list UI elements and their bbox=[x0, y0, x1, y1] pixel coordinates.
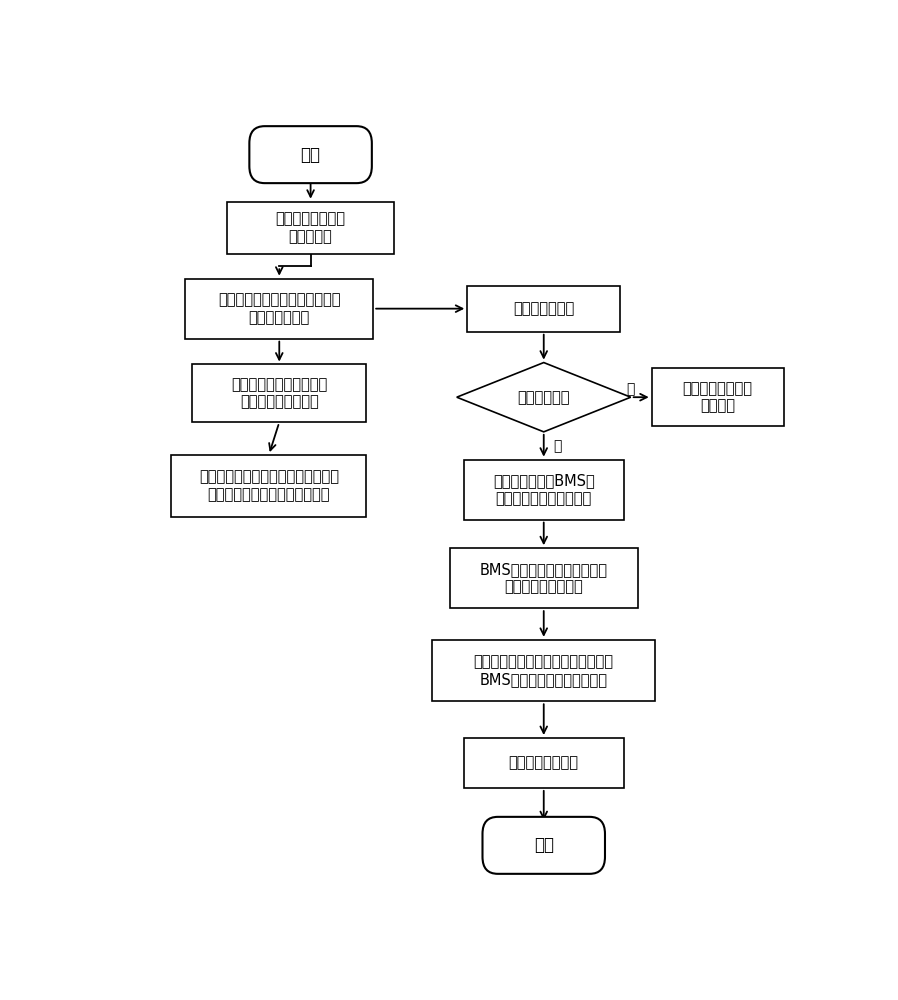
Text: 整车控制器确认充电枪可靠连接，与
BMS一起控制充电接触器闭合: 整车控制器确认充电枪可靠连接，与 BMS一起控制充电接触器闭合 bbox=[474, 654, 613, 687]
Text: 结束: 结束 bbox=[533, 836, 554, 854]
FancyBboxPatch shape bbox=[250, 126, 372, 183]
Bar bbox=[227, 202, 394, 254]
Bar bbox=[463, 738, 624, 788]
Text: 整车控制器自检: 整车控制器自检 bbox=[513, 301, 575, 316]
Bar bbox=[463, 460, 624, 520]
Text: 开始: 开始 bbox=[301, 146, 321, 164]
Text: 是: 是 bbox=[553, 439, 562, 453]
Bar bbox=[467, 286, 621, 332]
Bar bbox=[172, 455, 366, 517]
Text: 整车控制器控制BMS上
电，屏蔽档位及油门响应: 整车控制器控制BMS上 电，屏蔽档位及油门响应 bbox=[493, 473, 594, 506]
Text: 仪表充电界面显示
充电故障: 仪表充电界面显示 充电故障 bbox=[682, 381, 753, 413]
Text: 仪表切换至充电界面，同
时唤醒车身控制模块: 仪表切换至充电界面，同 时唤醒车身控制模块 bbox=[231, 377, 328, 410]
Text: BMS发送充电连接确认信息，
控制充电接触器吸合: BMS发送充电连接确认信息， 控制充电接触器吸合 bbox=[480, 562, 608, 594]
Text: 打开充电插座舱门
插入充电枪: 打开充电插座舱门 插入充电枪 bbox=[276, 212, 346, 244]
Text: 否: 否 bbox=[627, 382, 635, 396]
Text: 自检是否通过: 自检是否通过 bbox=[517, 390, 570, 405]
Bar bbox=[433, 640, 656, 701]
Bar bbox=[185, 279, 374, 339]
FancyBboxPatch shape bbox=[482, 817, 605, 874]
Bar bbox=[192, 364, 366, 422]
Text: 充电信号激活仪表、远程监控终
端、整车控制器: 充电信号激活仪表、远程监控终 端、整车控制器 bbox=[218, 292, 340, 325]
Text: 充电机给电池充电: 充电机给电池充电 bbox=[509, 755, 578, 770]
Bar bbox=[652, 368, 784, 426]
Polygon shape bbox=[457, 363, 630, 432]
Bar bbox=[450, 548, 638, 608]
Text: 车身控制模块进入充模式，屏蔽除乘
客门、危险报警灯外的负载工作: 车身控制模块进入充模式，屏蔽除乘 客门、危险报警灯外的负载工作 bbox=[198, 470, 339, 502]
